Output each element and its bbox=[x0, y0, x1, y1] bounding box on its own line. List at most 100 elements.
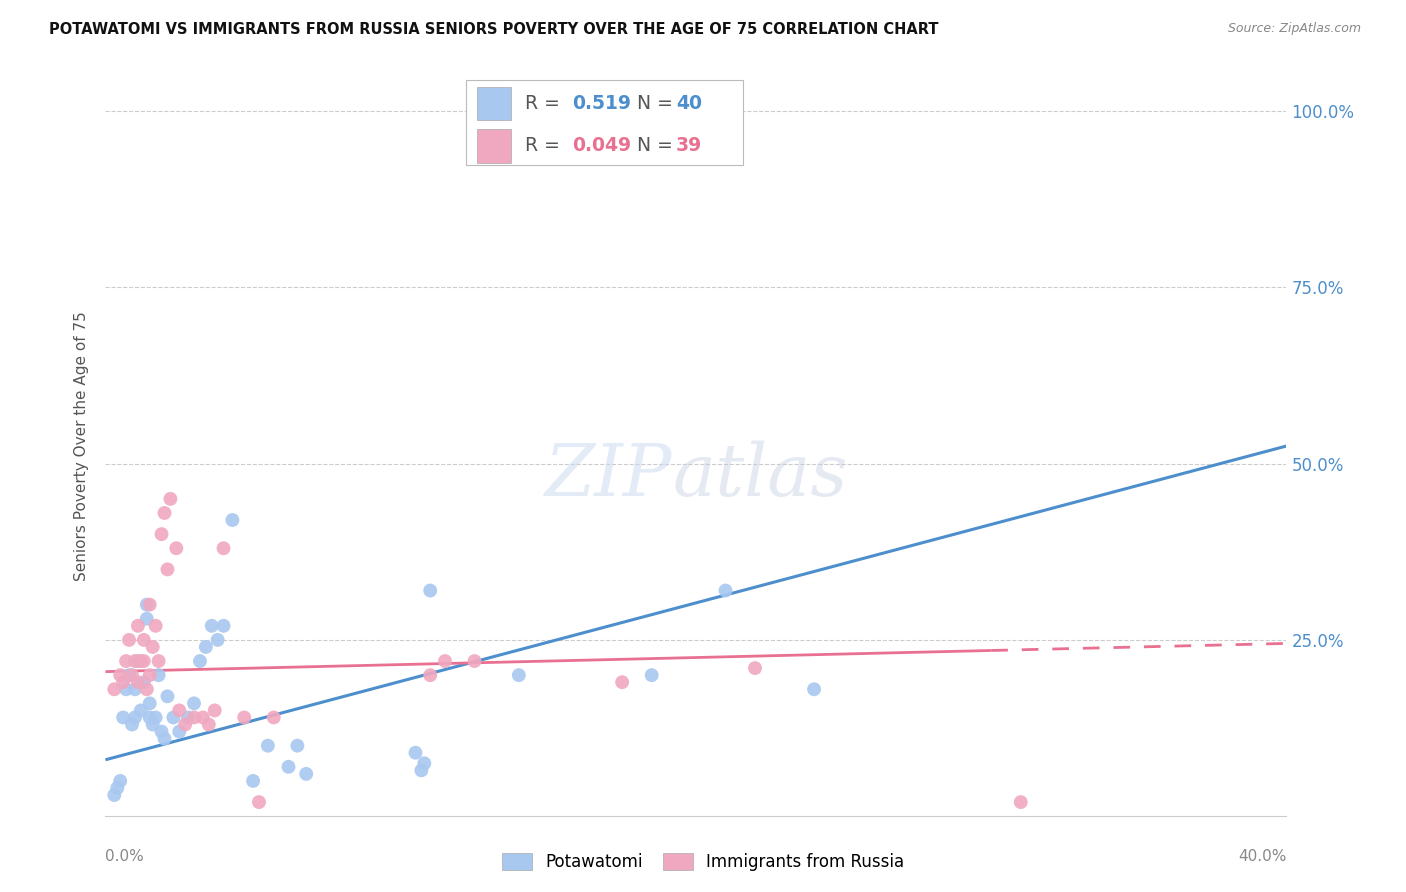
Point bbox=[212, 541, 235, 556]
Point bbox=[233, 710, 256, 724]
Point bbox=[132, 654, 155, 668]
Point bbox=[110, 668, 132, 682]
Point bbox=[150, 527, 173, 541]
Point bbox=[405, 746, 427, 760]
Text: 0.519: 0.519 bbox=[572, 94, 631, 113]
Point bbox=[135, 682, 157, 697]
Point bbox=[197, 717, 219, 731]
Point bbox=[183, 697, 205, 711]
Point bbox=[419, 668, 441, 682]
Point bbox=[118, 632, 141, 647]
Text: R =: R = bbox=[524, 136, 565, 155]
Point bbox=[159, 491, 181, 506]
Point bbox=[263, 710, 285, 724]
Point bbox=[153, 506, 176, 520]
Point bbox=[207, 632, 229, 647]
Point bbox=[129, 654, 152, 668]
Point bbox=[295, 767, 318, 781]
Point bbox=[153, 731, 176, 746]
Point bbox=[803, 682, 825, 697]
Point bbox=[145, 619, 167, 633]
Point bbox=[132, 632, 155, 647]
Point bbox=[247, 795, 270, 809]
Point bbox=[413, 756, 436, 771]
Point bbox=[115, 682, 138, 697]
Point bbox=[183, 710, 205, 724]
Point bbox=[110, 773, 132, 788]
Point bbox=[204, 703, 226, 717]
Text: 40: 40 bbox=[676, 94, 702, 113]
Point bbox=[714, 583, 737, 598]
Point bbox=[610, 675, 633, 690]
Point bbox=[277, 760, 299, 774]
Point bbox=[201, 619, 224, 633]
Point bbox=[242, 773, 264, 788]
Point bbox=[194, 640, 217, 654]
Text: POTAWATOMI VS IMMIGRANTS FROM RUSSIA SENIORS POVERTY OVER THE AGE OF 75 CORRELAT: POTAWATOMI VS IMMIGRANTS FROM RUSSIA SEN… bbox=[49, 22, 939, 37]
Point bbox=[419, 583, 441, 598]
Point bbox=[138, 668, 162, 682]
Point bbox=[464, 654, 486, 668]
Point bbox=[145, 710, 167, 724]
Text: 40.0%: 40.0% bbox=[1239, 849, 1286, 864]
Point bbox=[121, 668, 143, 682]
Point bbox=[142, 717, 165, 731]
Point bbox=[124, 682, 146, 697]
Point bbox=[287, 739, 309, 753]
Point bbox=[188, 654, 211, 668]
Point bbox=[411, 764, 433, 778]
Point bbox=[156, 690, 179, 704]
Point bbox=[257, 739, 280, 753]
Text: 39: 39 bbox=[676, 136, 702, 155]
Point bbox=[191, 710, 214, 724]
Point bbox=[641, 668, 664, 682]
Point bbox=[112, 710, 135, 724]
Point bbox=[127, 654, 149, 668]
Text: Source: ZipAtlas.com: Source: ZipAtlas.com bbox=[1227, 22, 1361, 36]
Point bbox=[142, 640, 165, 654]
Point bbox=[135, 598, 157, 612]
Point bbox=[138, 598, 162, 612]
Point bbox=[221, 513, 243, 527]
Point bbox=[148, 654, 170, 668]
Point bbox=[118, 668, 141, 682]
Text: N =: N = bbox=[626, 136, 679, 155]
Point bbox=[148, 668, 170, 682]
Point bbox=[124, 710, 146, 724]
Point bbox=[135, 612, 157, 626]
Text: N =: N = bbox=[626, 94, 679, 113]
Point bbox=[156, 562, 179, 576]
Point bbox=[129, 703, 152, 717]
Point bbox=[165, 541, 187, 556]
Point bbox=[169, 703, 191, 717]
Point bbox=[132, 675, 155, 690]
Point bbox=[103, 788, 125, 802]
FancyBboxPatch shape bbox=[478, 129, 510, 162]
Y-axis label: Seniors Poverty Over the Age of 75: Seniors Poverty Over the Age of 75 bbox=[75, 311, 90, 581]
Point bbox=[112, 675, 135, 690]
Point bbox=[433, 654, 456, 668]
Point bbox=[1010, 795, 1032, 809]
Text: atlas: atlas bbox=[672, 441, 848, 511]
FancyBboxPatch shape bbox=[478, 87, 510, 120]
Point bbox=[121, 717, 143, 731]
Point bbox=[138, 710, 162, 724]
Point bbox=[174, 717, 197, 731]
Point bbox=[124, 654, 146, 668]
Text: R =: R = bbox=[524, 94, 565, 113]
Point bbox=[162, 710, 184, 724]
FancyBboxPatch shape bbox=[465, 79, 744, 165]
Text: 0.049: 0.049 bbox=[572, 136, 631, 155]
Point bbox=[105, 780, 128, 795]
Point bbox=[212, 619, 235, 633]
Point bbox=[177, 710, 200, 724]
Point bbox=[508, 668, 530, 682]
Text: ZIP: ZIP bbox=[546, 441, 672, 511]
Point bbox=[127, 675, 149, 690]
Text: 0.0%: 0.0% bbox=[105, 849, 145, 864]
Point bbox=[115, 654, 138, 668]
Point bbox=[150, 724, 173, 739]
Point bbox=[744, 661, 766, 675]
Point bbox=[103, 682, 125, 697]
Point bbox=[169, 724, 191, 739]
